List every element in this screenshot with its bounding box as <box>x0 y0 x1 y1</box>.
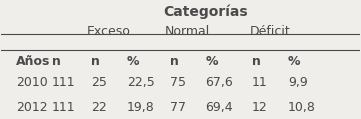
Text: 77: 77 <box>170 101 186 114</box>
Text: 2012: 2012 <box>16 101 47 114</box>
Text: Años: Años <box>16 55 50 68</box>
Text: 111: 111 <box>52 101 75 114</box>
Text: Normal: Normal <box>165 25 210 38</box>
Text: 111: 111 <box>52 76 75 89</box>
Text: 9,9: 9,9 <box>288 76 308 89</box>
Text: n: n <box>252 55 261 68</box>
Text: 2010: 2010 <box>16 76 47 89</box>
Text: 22: 22 <box>91 101 107 114</box>
Text: 69,4: 69,4 <box>205 101 233 114</box>
Text: %: % <box>127 55 139 68</box>
Text: %: % <box>205 55 218 68</box>
Text: 19,8: 19,8 <box>127 101 155 114</box>
Text: n: n <box>91 55 100 68</box>
Text: 75: 75 <box>170 76 186 89</box>
Text: Déficit: Déficit <box>250 25 291 38</box>
Text: 67,6: 67,6 <box>205 76 233 89</box>
Text: 22,5: 22,5 <box>127 76 155 89</box>
Text: %: % <box>288 55 300 68</box>
Text: n: n <box>52 55 60 68</box>
Text: n: n <box>170 55 179 68</box>
Text: Exceso: Exceso <box>87 25 131 38</box>
Text: 12: 12 <box>252 101 268 114</box>
Text: 25: 25 <box>91 76 107 89</box>
Text: 10,8: 10,8 <box>288 101 316 114</box>
Text: 11: 11 <box>252 76 268 89</box>
Text: Categorías: Categorías <box>163 5 248 19</box>
